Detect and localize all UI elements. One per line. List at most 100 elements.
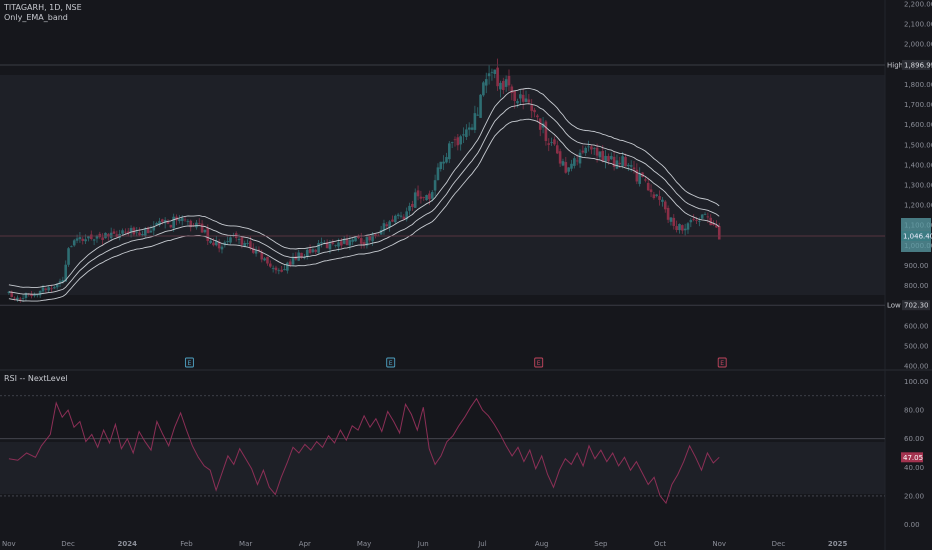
candle-body	[44, 288, 48, 290]
ema-band-lower-line	[8, 118, 720, 302]
candle-body	[89, 234, 93, 239]
price-tick-label: 1,700.00	[904, 101, 932, 109]
time-tick-label: Nov	[712, 540, 726, 548]
candle-body	[320, 242, 323, 244]
high-badge-label: High	[887, 61, 903, 69]
candle-body	[715, 225, 718, 228]
candle-body	[240, 237, 244, 245]
earnings-marker	[717, 357, 727, 368]
candle-body	[604, 155, 607, 162]
candle-body	[374, 234, 377, 236]
time-tick-label: 2024	[118, 540, 138, 548]
candle-body	[425, 195, 428, 201]
candle-body	[638, 173, 641, 184]
candle-body	[436, 167, 440, 181]
candle-body	[124, 231, 127, 233]
candle-body	[533, 109, 536, 113]
candle-body	[263, 258, 266, 261]
candle-body	[254, 249, 258, 254]
candle-body	[371, 234, 374, 242]
low-badge-label: Low	[887, 302, 901, 310]
candle-body	[473, 113, 477, 130]
candle-body	[365, 237, 369, 246]
candle-body	[669, 217, 673, 222]
last-price-badge	[901, 230, 931, 241]
candle-body	[21, 298, 25, 299]
candle-body	[30, 294, 33, 297]
candle-body	[166, 221, 170, 224]
time-tick-label: May	[357, 540, 371, 548]
rsi-tick-label: 80.00	[904, 407, 924, 415]
candle-body	[237, 238, 241, 240]
candle-body	[658, 196, 661, 200]
symbol-title: TITAGARH, 1D, NSE	[4, 3, 82, 12]
candle-body	[607, 156, 610, 162]
candle-body	[706, 216, 710, 218]
candle-body	[18, 298, 22, 300]
candle-body	[399, 215, 403, 217]
candle-body	[172, 216, 175, 229]
candle-body	[456, 137, 460, 146]
candle-body	[55, 283, 59, 288]
price-tick-label: 900.00	[904, 262, 929, 270]
candle-body	[703, 214, 707, 216]
time-tick-label: Mar	[239, 540, 252, 548]
candle-body	[439, 161, 443, 170]
candle-body	[328, 243, 332, 250]
candle-body	[666, 207, 670, 220]
candle-body	[357, 235, 360, 239]
candle-body	[143, 228, 147, 236]
candle-body	[663, 201, 667, 210]
ema-band-middle-line	[8, 103, 720, 295]
candle-body	[226, 241, 229, 242]
candle-body	[655, 194, 659, 196]
candle-body	[337, 242, 340, 247]
candle-body	[516, 101, 519, 104]
candle-body	[692, 218, 695, 220]
candle-body	[689, 220, 693, 223]
candle-body	[161, 219, 164, 222]
time-tick-label: Apr	[299, 540, 311, 548]
candle-body	[72, 240, 76, 246]
candle-body	[430, 192, 434, 199]
rsi-tick-label: 0.00	[904, 521, 920, 529]
candle-body	[482, 82, 485, 96]
candle-body	[462, 134, 465, 136]
candle-body	[649, 189, 653, 193]
candle-body	[286, 262, 289, 271]
candle-body	[112, 231, 116, 234]
candle-body	[288, 261, 292, 266]
candle-body	[200, 223, 204, 233]
candle-body	[58, 281, 62, 284]
time-tick-label: Dec	[61, 540, 75, 548]
price-tick-label: 600.00	[904, 322, 929, 330]
candle-body	[561, 161, 565, 166]
candle-body	[180, 218, 184, 221]
price-tick-label: 500.00	[904, 342, 929, 350]
candle-body	[47, 287, 50, 291]
candle-body	[246, 242, 249, 244]
high-badge-value: 1,896.95	[904, 61, 932, 69]
low-badge-value: 702.30	[904, 302, 929, 310]
candle-body	[178, 219, 181, 222]
candle-body	[609, 156, 613, 160]
candle-body	[274, 267, 278, 271]
rsi-plot	[0, 395, 885, 505]
candle-body	[612, 156, 616, 167]
candle-body	[618, 162, 622, 165]
candle-body	[408, 205, 411, 211]
candle-body	[368, 236, 372, 241]
candle-body	[445, 157, 448, 163]
candle-body	[499, 82, 502, 90]
candle-body	[700, 214, 704, 219]
candle-body	[555, 145, 559, 154]
candle-body	[257, 249, 261, 251]
candle-body	[433, 180, 437, 191]
price-tick-label: 1,600.00	[904, 121, 932, 129]
candle-body	[573, 158, 576, 166]
candle-body	[644, 179, 647, 181]
candle-body	[186, 221, 190, 222]
candle-body	[411, 203, 414, 207]
time-tick-label: Sep	[594, 540, 608, 548]
candle-body	[126, 231, 130, 234]
